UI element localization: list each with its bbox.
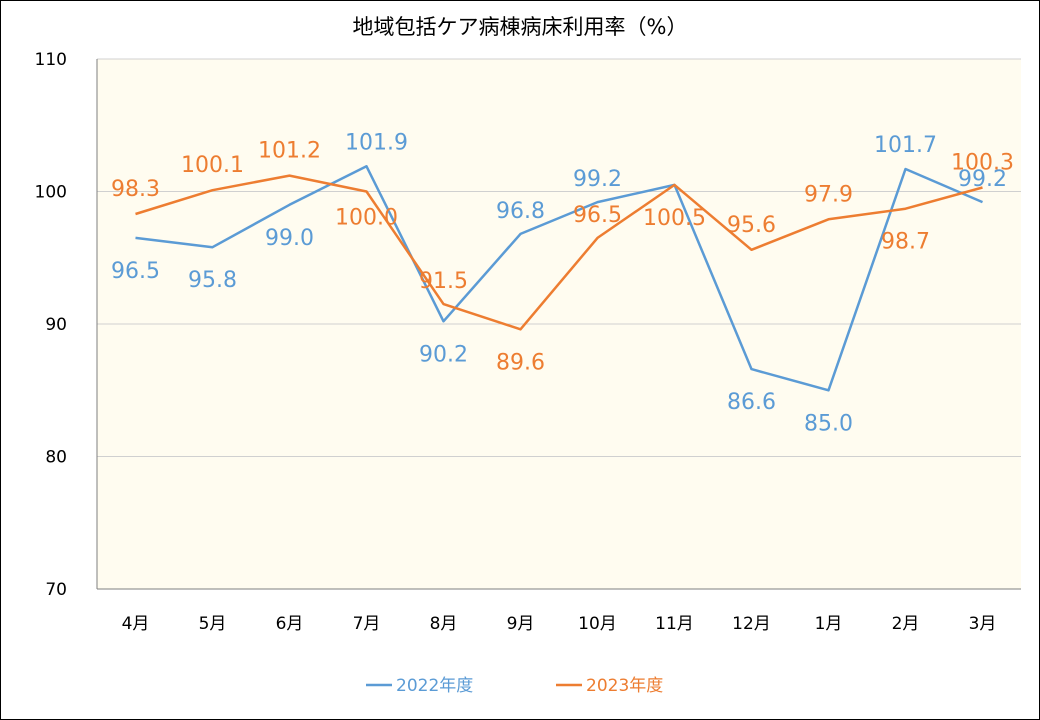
data-label: 101.2 bbox=[258, 139, 321, 164]
data-label: 99.0 bbox=[265, 226, 314, 251]
x-tick-label: 12月 bbox=[732, 614, 771, 634]
data-label: 97.9 bbox=[804, 182, 853, 207]
x-tick-label: 11月 bbox=[655, 614, 694, 634]
y-tick-label: 110 bbox=[35, 50, 67, 70]
data-label: 101.7 bbox=[874, 133, 937, 158]
data-label: 89.6 bbox=[496, 350, 545, 375]
data-label: 96.8 bbox=[496, 199, 545, 224]
data-label: 101.9 bbox=[345, 130, 408, 155]
data-label: 90.2 bbox=[419, 342, 468, 367]
legend-label: 2023年度 bbox=[586, 676, 663, 696]
data-label: 85.0 bbox=[804, 411, 853, 436]
data-label: 95.6 bbox=[727, 213, 776, 238]
series-line-1 bbox=[135, 165, 983, 392]
y-tick-label: 80 bbox=[45, 448, 67, 468]
x-tick-label: 6月 bbox=[276, 614, 304, 634]
data-label: 86.6 bbox=[727, 390, 776, 415]
data-label: 96.5 bbox=[573, 203, 622, 228]
x-tick-label: 10月 bbox=[578, 614, 617, 634]
data-label: 100.3 bbox=[951, 151, 1014, 176]
x-tick-label: 2月 bbox=[892, 614, 920, 634]
x-tick-label: 5月 bbox=[199, 614, 227, 634]
x-tick-label: 7月 bbox=[353, 614, 381, 634]
legend-label: 2022年度 bbox=[396, 676, 473, 696]
x-tick-label: 3月 bbox=[969, 614, 997, 634]
data-label: 91.5 bbox=[419, 269, 468, 294]
x-tick-label: 9月 bbox=[507, 614, 535, 634]
y-tick-label: 90 bbox=[45, 315, 67, 335]
series-line-2 bbox=[135, 174, 983, 331]
data-label: 100.1 bbox=[181, 153, 244, 178]
data-label: 96.5 bbox=[111, 259, 160, 284]
y-tick-label: 70 bbox=[45, 580, 67, 600]
data-label: 95.8 bbox=[188, 268, 237, 293]
data-label: 100.5 bbox=[643, 206, 706, 231]
data-label: 98.7 bbox=[881, 230, 930, 255]
chart-title: 地域包括ケア病棟病床利用率（%） bbox=[352, 15, 688, 39]
y-tick-label: 100 bbox=[35, 183, 67, 203]
x-tick-label: 8月 bbox=[430, 614, 458, 634]
data-label: 99.2 bbox=[573, 167, 622, 192]
data-label: 98.3 bbox=[111, 177, 160, 202]
x-tick-label: 1月 bbox=[815, 614, 843, 634]
x-tick-label: 4月 bbox=[122, 614, 150, 634]
data-label: 100.0 bbox=[335, 206, 398, 231]
